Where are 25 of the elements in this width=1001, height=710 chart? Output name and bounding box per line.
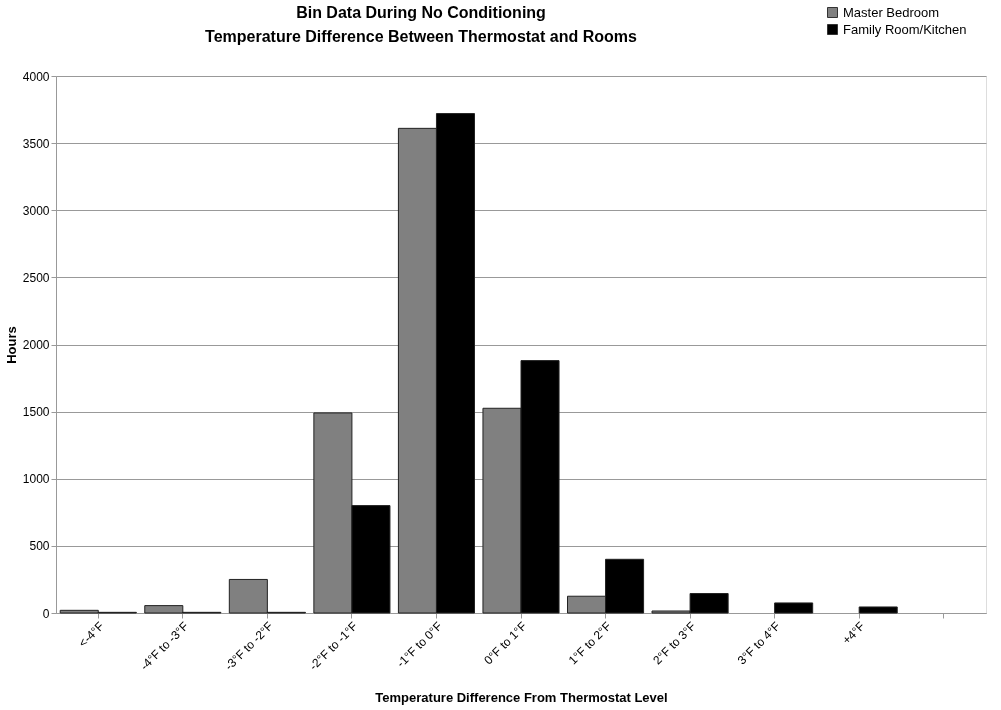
bar <box>774 602 814 614</box>
y-tick-label: 2500 <box>22 270 50 285</box>
y-tick-label: 3000 <box>22 203 50 218</box>
y-tick-label: 4000 <box>22 69 50 84</box>
x-tick-label: 2°F to 3°F <box>650 619 699 668</box>
text: Bin Data During No Conditioning <box>296 4 546 21</box>
bar <box>858 606 898 614</box>
x-tick-label: 3°F to 4°F <box>734 619 784 668</box>
x-axis-title: Temperature Difference From Thermostat Level <box>375 690 668 706</box>
x-tick-label: -2°F to -1°F <box>306 619 361 674</box>
x-tick-label: -1°F to 0°F <box>393 619 445 671</box>
y-tick-label: 3500 <box>22 136 50 151</box>
x-tick-label: 1°F to 2°F <box>565 619 615 668</box>
x-tick-label: -3°F to -2°F <box>221 619 276 674</box>
text: Temperature Difference Between Thermostat and Rooms <box>205 28 637 45</box>
y-tick-label: 2000 <box>22 338 50 352</box>
legend-label: Family Room/Kitchen <box>843 21 967 37</box>
x-tick-label: -4°F to -3°F <box>137 619 192 674</box>
y-axis-title: Hours <box>3 326 19 364</box>
y-tick-label: 1000 <box>22 472 50 487</box>
x-tick-label: 0°F to 1°F <box>481 619 530 668</box>
y-tick-label: 0 <box>42 606 50 621</box>
y-tick-label: 500 <box>29 539 50 554</box>
legend-label: Master Bedroom <box>843 4 940 20</box>
y-tick-label: 1500 <box>22 405 50 420</box>
